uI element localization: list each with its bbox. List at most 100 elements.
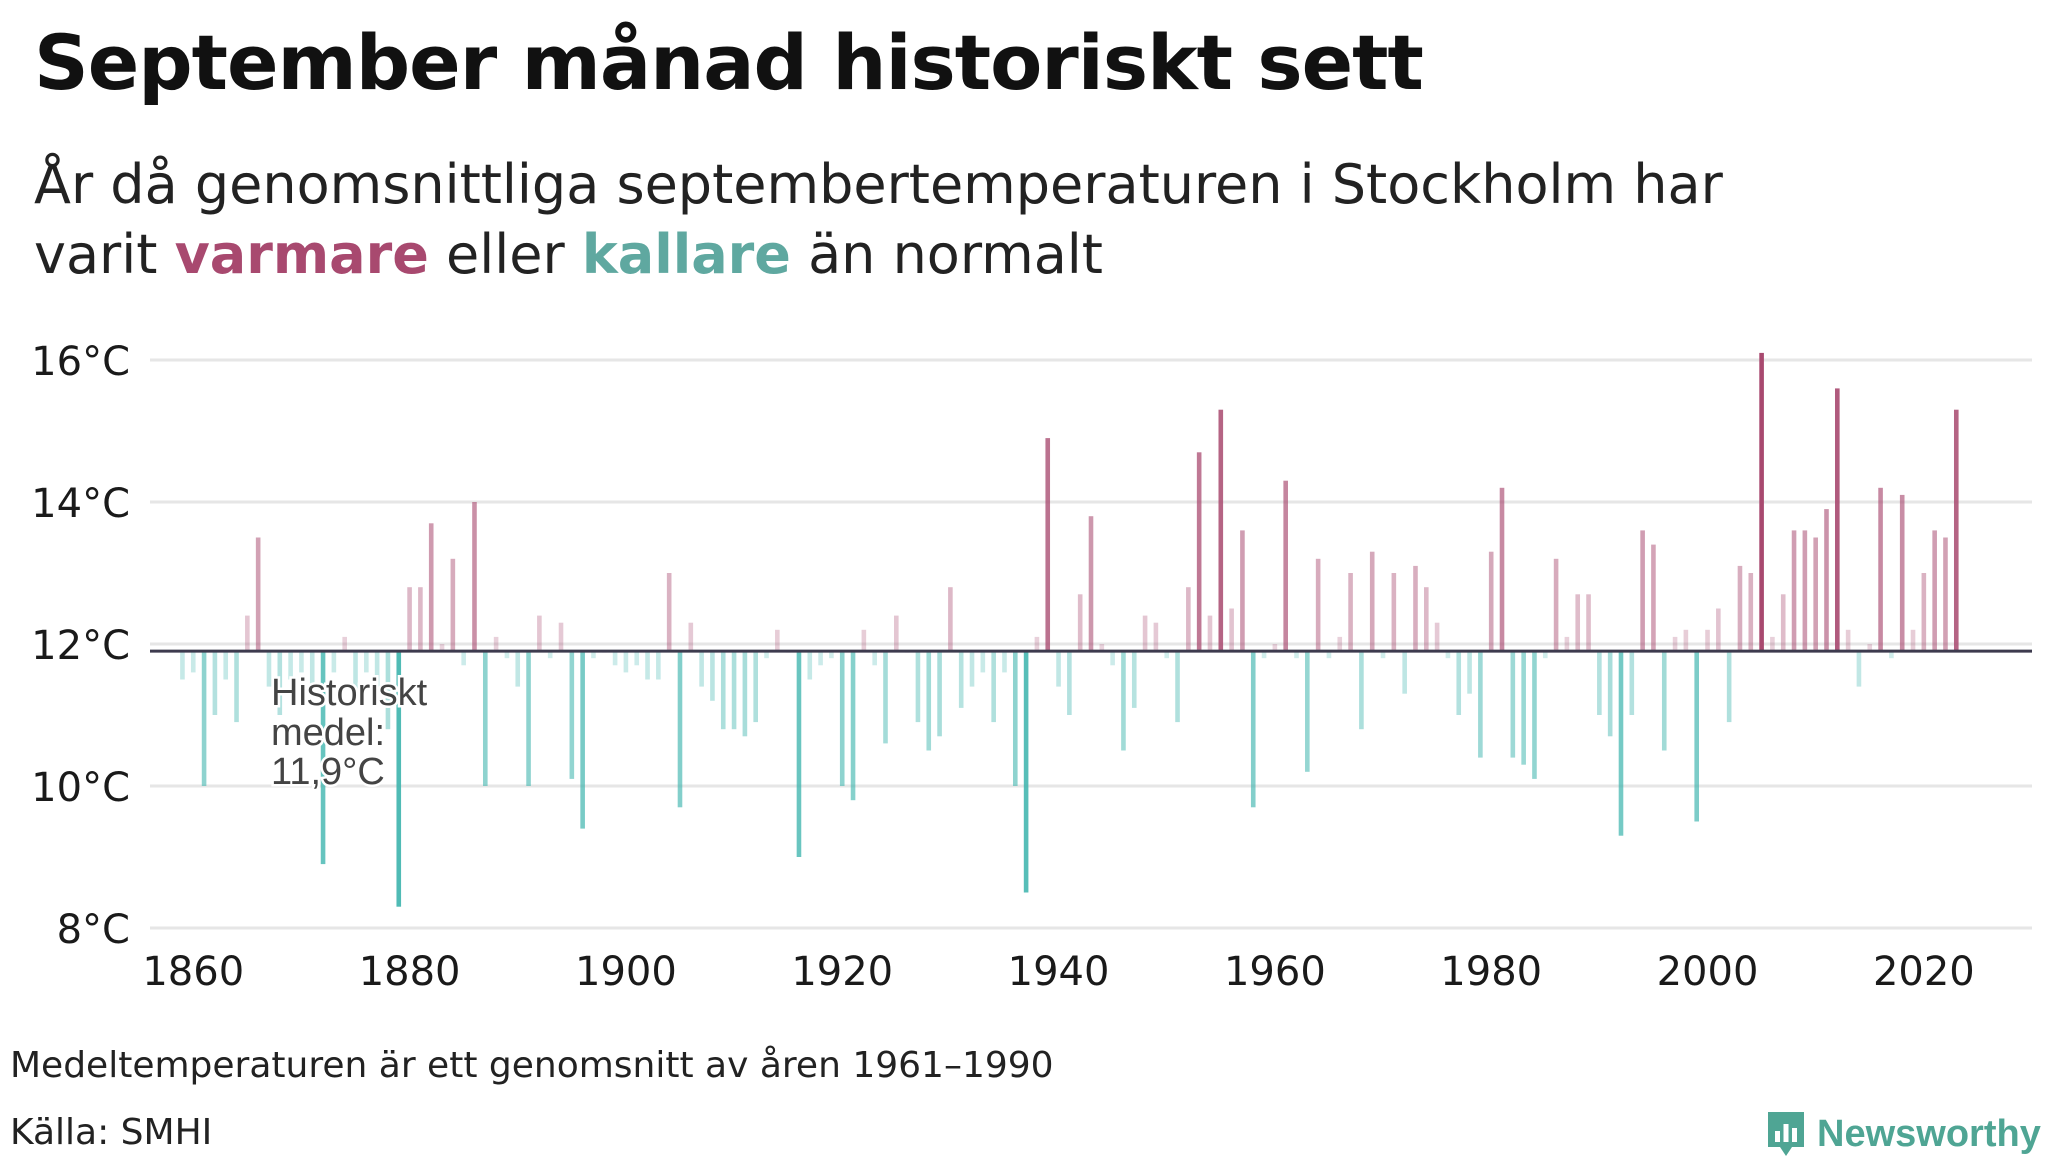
brand-name: Newsworthy [1817, 1112, 2041, 1155]
bar-1980 [1488, 551, 1494, 652]
bar-1928 [926, 651, 932, 751]
bar-1990 [1597, 651, 1602, 715]
bar-1922 [861, 629, 867, 652]
bar-1954 [1207, 615, 1213, 652]
bar-1965 [1326, 651, 1332, 659]
bar-1905 [677, 651, 683, 808]
bar-1899 [612, 651, 618, 666]
x-tick-label: 1900 [575, 949, 677, 995]
annotation-line-3: 11,9°C [271, 751, 385, 793]
bar-1929 [937, 651, 942, 737]
bar-1897 [591, 651, 596, 659]
bar-1890 [515, 651, 521, 687]
bar-1871 [309, 651, 315, 687]
bar-1920 [839, 651, 845, 786]
bar-1998 [1683, 629, 1689, 652]
y-tick-label: 8°C [57, 907, 130, 953]
bar-2020 [1921, 573, 1927, 652]
bar-1883 [439, 644, 445, 652]
bar-1984 [1532, 651, 1537, 779]
bar-1973 [1413, 565, 1418, 652]
bar-1943 [1088, 516, 1094, 652]
newsworthy-logo-icon [1768, 1112, 1804, 1156]
bar-1914 [775, 629, 780, 652]
bar-1874 [342, 636, 347, 652]
y-tick-label: 14°C [31, 481, 130, 527]
bars-group [180, 352, 1959, 907]
bar-1937 [1023, 651, 1029, 893]
bar-1927 [915, 651, 921, 723]
y-tick-label: 10°C [31, 765, 130, 811]
bar-1875 [353, 651, 358, 694]
bar-2005 [1759, 352, 1764, 652]
bar-1958 [1250, 651, 1256, 808]
bar-1888 [493, 636, 499, 652]
bar-1919 [829, 651, 834, 659]
bar-1924 [883, 651, 888, 744]
bar-1923 [872, 651, 877, 666]
bar-1953 [1196, 452, 1202, 652]
x-tick-label: 2020 [1873, 949, 1975, 995]
bar-1900 [623, 651, 629, 673]
brand-logo[interactable]: Newsworthy [1765, 1106, 2041, 1162]
bar-1912 [753, 651, 759, 723]
bar-1934 [991, 651, 996, 723]
subtitle-cold-word: kallare [581, 223, 791, 286]
bar-1932 [969, 651, 975, 687]
x-tick-label: 1960 [1224, 949, 1326, 995]
bar-1970 [1380, 651, 1386, 659]
bar-1964 [1315, 558, 1321, 652]
bar-1893 [547, 651, 553, 659]
bar-1991 [1607, 651, 1613, 737]
bar-2010 [1813, 537, 1818, 652]
bar-1960 [1272, 644, 1278, 652]
bar-1866 [255, 537, 261, 652]
bar-2007 [1780, 594, 1786, 652]
bar-1959 [1261, 651, 1267, 659]
bar-1877 [374, 651, 380, 687]
bar-1860 [190, 651, 196, 673]
chart-title: September månad historiskt sett [34, 18, 1424, 107]
x-tick-label: 1980 [1440, 949, 1542, 995]
bar-1864 [234, 651, 239, 723]
bar-2008 [1791, 530, 1797, 652]
bar-1940 [1056, 651, 1061, 687]
bar-1969 [1369, 551, 1375, 652]
bar-1895 [569, 651, 575, 779]
bar-2021 [1932, 530, 1937, 652]
x-tick-label: 1860 [142, 949, 244, 995]
bar-2000 [1705, 629, 1710, 652]
subtitle-suffix: än normalt [808, 223, 1103, 286]
bar-1995 [1651, 544, 1656, 652]
bar-1963 [1305, 651, 1310, 772]
bar-1876 [364, 651, 369, 673]
bar-1886 [472, 502, 477, 652]
bar-1907 [699, 651, 704, 687]
bar-1948 [1142, 615, 1148, 652]
bar-1961 [1283, 480, 1288, 652]
footnote: Medeltemperaturen är ett genomsnitt av å… [10, 1045, 1054, 1086]
bar-1936 [1012, 651, 1018, 786]
subtitle-warm-word: varmare [174, 223, 429, 286]
bar-2013 [1845, 629, 1851, 652]
bar-1862 [212, 651, 218, 715]
bar-2016 [1878, 487, 1883, 652]
bar-1902 [645, 651, 650, 680]
bar-1863 [223, 651, 229, 680]
bar-1910 [731, 651, 737, 730]
annotation-line-2: medel: [271, 712, 385, 754]
bar-1887 [482, 651, 488, 786]
bar-1947 [1131, 651, 1137, 708]
bar-1925 [894, 615, 899, 652]
grid-lines [150, 358, 2032, 930]
bar-2015 [1867, 644, 1873, 652]
bar-1976 [1445, 651, 1451, 659]
bar-1891 [526, 651, 531, 786]
bar-1988 [1575, 594, 1581, 652]
bar-1859 [180, 651, 185, 680]
x-tick-label: 2000 [1657, 949, 1759, 995]
bar-2017 [1889, 651, 1894, 659]
bar-1997 [1672, 636, 1678, 652]
bar-1981 [1499, 487, 1505, 652]
bar-1872 [320, 651, 326, 865]
